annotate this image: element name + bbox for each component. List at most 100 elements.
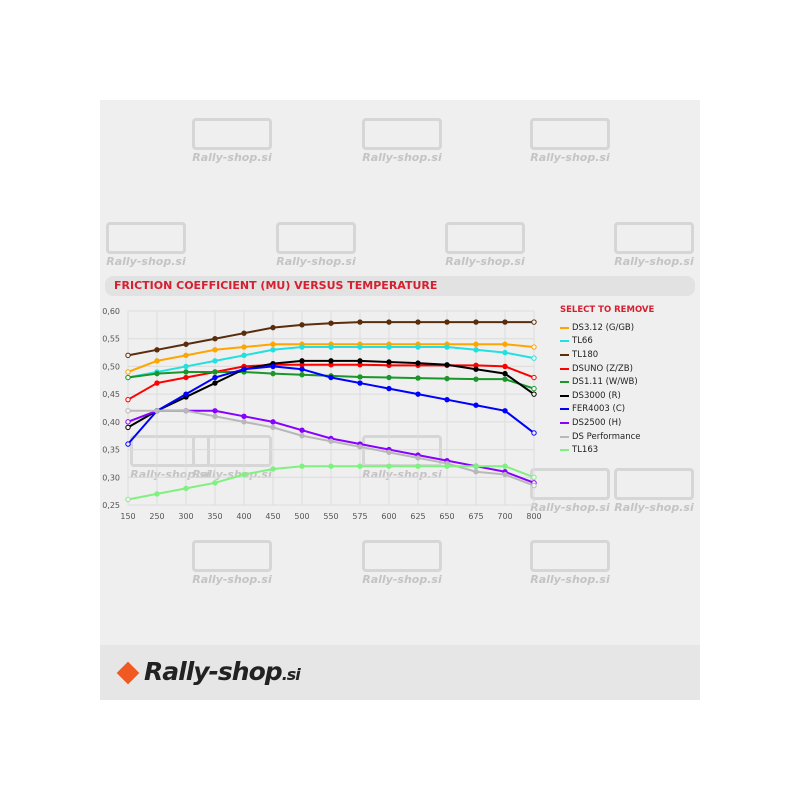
data-point <box>183 369 189 375</box>
data-point <box>270 347 276 353</box>
data-point <box>357 444 363 450</box>
legend-label: DS Performance <box>572 431 641 442</box>
chart-title-bar: FRICTION COEFFICIENT (MU) VERSUS TEMPERA… <box>105 276 695 296</box>
chart-panel: Rally-shop.si Rally-shop.si Rally-shop.si R… <box>100 100 700 700</box>
data-point <box>125 352 131 359</box>
data-point <box>154 370 160 377</box>
data-point <box>125 424 131 431</box>
legend-item[interactable]: DS1.11 (W/WB) <box>560 375 654 389</box>
legend-label: FER4003 (C) <box>572 404 626 415</box>
y-tick-label: 0,45 <box>102 390 120 399</box>
data-point <box>183 352 189 359</box>
data-point <box>473 376 479 382</box>
data-point <box>154 491 160 497</box>
data-point <box>386 344 392 350</box>
x-tick-label: 625 <box>410 512 425 521</box>
data-point <box>154 380 160 386</box>
data-point <box>444 319 450 325</box>
data-point <box>386 374 392 381</box>
data-point <box>125 396 131 403</box>
data-point <box>531 385 537 392</box>
legend-label: DS3000 (R) <box>572 390 621 401</box>
legend-swatch <box>560 449 569 452</box>
data-point <box>415 360 421 366</box>
data-point <box>212 358 218 364</box>
data-point <box>183 408 189 414</box>
legend-item[interactable]: DS Performance <box>560 430 654 444</box>
data-point <box>299 427 305 433</box>
rally-shop-logo: Rally-shop.si <box>116 657 301 686</box>
data-point <box>531 391 537 397</box>
y-tick-label: 0,30 <box>102 473 120 482</box>
data-point <box>212 480 218 486</box>
data-point <box>357 374 363 380</box>
legend-label: DS2500 (H) <box>572 417 622 428</box>
legend-item[interactable]: TL66 <box>560 335 654 349</box>
data-point <box>125 374 131 381</box>
legend-item[interactable]: TL163 <box>560 443 654 457</box>
logo-name: Rally-shop <box>144 657 283 686</box>
y-tick-label: 0,50 <box>102 362 120 371</box>
legend-item[interactable]: FER4003 (C) <box>560 403 654 417</box>
y-tick-label: 0,60 <box>102 307 120 316</box>
legend-swatch <box>560 326 569 329</box>
legend-swatch <box>560 394 569 397</box>
data-point <box>357 344 363 350</box>
legend-label: DS1.11 (W/WB) <box>572 377 638 388</box>
data-point <box>415 344 421 350</box>
footer-banner: Rally-shop.si <box>100 645 700 700</box>
legend-item[interactable]: DS3000 (R) <box>560 389 654 403</box>
legend-item[interactable]: TL180 <box>560 348 654 362</box>
data-point <box>328 344 334 350</box>
y-tick-label: 0,55 <box>102 335 120 344</box>
data-point <box>241 366 247 372</box>
data-point <box>444 362 450 368</box>
data-point <box>531 374 537 381</box>
watermark: Rally-shop.si <box>106 222 186 268</box>
legend-item[interactable]: DSUNO (Z/ZB) <box>560 362 654 376</box>
data-point <box>415 375 421 381</box>
data-point <box>125 496 131 503</box>
data-point <box>270 424 276 431</box>
data-point <box>386 319 392 325</box>
data-point <box>183 341 189 347</box>
data-point <box>502 363 508 370</box>
data-point <box>444 396 450 403</box>
x-tick-label: 600 <box>381 512 396 521</box>
data-point <box>386 449 392 456</box>
data-point <box>270 341 276 347</box>
data-point <box>270 419 276 425</box>
watermark: Rally-shop.si <box>614 468 694 514</box>
x-tick-label: 700 <box>497 512 512 521</box>
data-point <box>183 391 189 397</box>
data-point <box>183 363 189 370</box>
data-point <box>502 349 508 356</box>
data-point <box>212 380 218 386</box>
data-point <box>212 374 218 381</box>
x-tick-label: 500 <box>294 512 309 521</box>
data-point <box>415 319 421 325</box>
data-point <box>386 359 392 365</box>
watermark: Rally-shop.si <box>276 222 356 268</box>
x-tick-label: 675 <box>468 512 483 521</box>
x-tick-label: 450 <box>265 512 280 521</box>
data-point <box>212 347 218 353</box>
data-point <box>299 322 305 328</box>
data-point <box>299 358 305 364</box>
data-point <box>125 419 131 425</box>
data-point <box>299 366 305 372</box>
legend-swatch <box>560 381 569 384</box>
legend-swatch <box>560 435 569 438</box>
data-point <box>415 455 421 461</box>
legend-item[interactable]: DS2500 (H) <box>560 416 654 430</box>
watermark: Rally-shop.si <box>530 118 610 164</box>
legend-label: DSUNO (Z/ZB) <box>572 363 633 374</box>
data-point <box>357 319 363 325</box>
data-point <box>473 347 479 353</box>
data-point <box>125 369 131 375</box>
data-point <box>328 358 334 364</box>
data-point <box>531 474 537 480</box>
data-point <box>241 344 247 350</box>
data-point <box>473 366 479 372</box>
legend-item[interactable]: DS3.12 (G/GB) <box>560 321 654 335</box>
